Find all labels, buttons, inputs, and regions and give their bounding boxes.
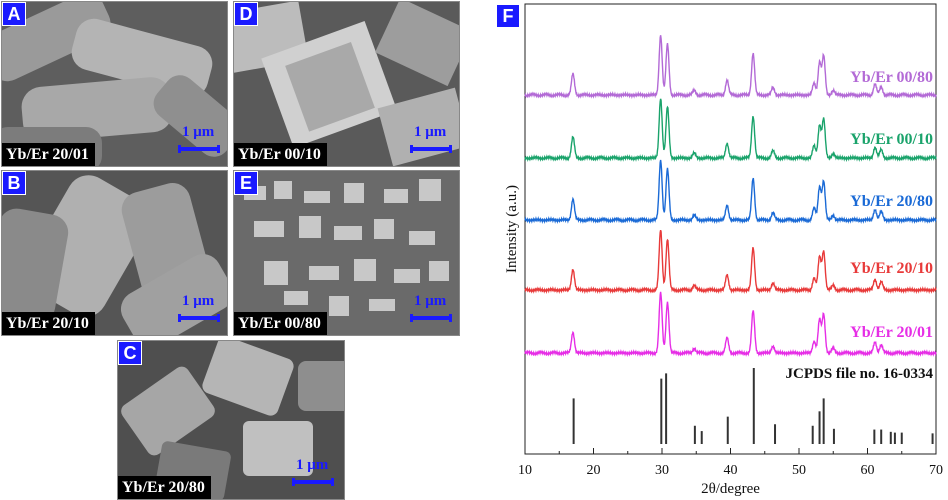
- series-line-3: [524, 159, 937, 225]
- scale-label-c: 1 μm: [296, 457, 329, 473]
- scale-bar-d: [410, 145, 452, 153]
- panel-label-b: B: [2, 171, 26, 195]
- series-label-4: Yb/Er 20/10: [850, 260, 933, 277]
- x-tick-label-6: 60: [861, 463, 875, 478]
- sem-image-e: [234, 171, 459, 335]
- scale-label-e: 1 μm: [414, 293, 447, 309]
- panel-caption-e: Yb/Er 00/80: [234, 312, 327, 335]
- panel-label-e: E: [234, 171, 258, 195]
- x-tick-label-7: 70: [929, 463, 943, 478]
- chart-series-group: [524, 35, 937, 358]
- series-line-5: [524, 291, 937, 358]
- sem-panel-a: A Yb/Er 20/01 1 μm: [1, 1, 228, 167]
- scale-bar-b: [178, 314, 220, 322]
- scale-label-d: 1 μm: [414, 124, 447, 140]
- x-tick-label-5: 50: [792, 463, 806, 478]
- scale-label-a: 1 μm: [182, 124, 215, 140]
- sem-image-b: [2, 171, 227, 335]
- panel-caption-d: Yb/Er 00/10: [234, 143, 327, 166]
- x-tick-label-4: 40: [724, 463, 738, 478]
- x-tick-label-1: 10: [518, 463, 532, 478]
- y-axis-label: Intensity (a.u.): [504, 185, 520, 273]
- sem-image-d: [234, 2, 459, 166]
- scale-bar-a: [178, 145, 220, 153]
- panel-label-c: C: [118, 341, 142, 365]
- chart-labels-group: Yb/Er 00/80 Yb/Er 00/10 Yb/Er 20/80 Yb/Er 2…: [504, 69, 933, 497]
- scale-label-b: 1 μm: [182, 293, 215, 309]
- series-line-4: [524, 229, 937, 295]
- series-line-2: [524, 98, 937, 163]
- chart-reference-group: [572, 368, 934, 444]
- scale-bar-e: [410, 314, 452, 322]
- panel-caption-b: Yb/Er 20/10: [2, 312, 95, 335]
- chart-ticks-group: 10 20 30 40 50 60 70: [518, 448, 943, 478]
- sem-panel-c: C Yb/Er 20/80 1 μm: [117, 340, 345, 500]
- sem-panel-e: E Yb/Er 00/80 1 μm: [233, 170, 460, 336]
- panel-label-f: F: [496, 4, 520, 28]
- series-label-5: Yb/Er 20/01: [850, 324, 933, 341]
- series-label-2: Yb/Er 00/10: [850, 131, 933, 148]
- panel-label-d: D: [234, 2, 258, 26]
- series-line-1: [524, 35, 937, 100]
- reference-label: JCPDS file no. 16-0334: [786, 366, 934, 382]
- sem-panel-d: D Yb/Er 00/10 1 μm: [233, 1, 460, 167]
- x-tick-label-2: 20: [587, 463, 601, 478]
- x-axis-label: 2θ/degree: [701, 481, 760, 497]
- series-label-3: Yb/Er 20/80: [850, 193, 933, 210]
- panel-caption-c: Yb/Er 20/80: [118, 476, 211, 499]
- panel-label-a: A: [2, 2, 26, 26]
- series-label-1: Yb/Er 00/80: [850, 69, 933, 86]
- sem-panel-b: B Yb/Er 20/10 1 μm: [1, 170, 228, 336]
- sem-image-c: [118, 341, 344, 499]
- x-tick-label-3: 30: [655, 463, 669, 478]
- panel-caption-a: Yb/Er 20/01: [2, 143, 95, 166]
- scale-bar-c: [292, 478, 334, 486]
